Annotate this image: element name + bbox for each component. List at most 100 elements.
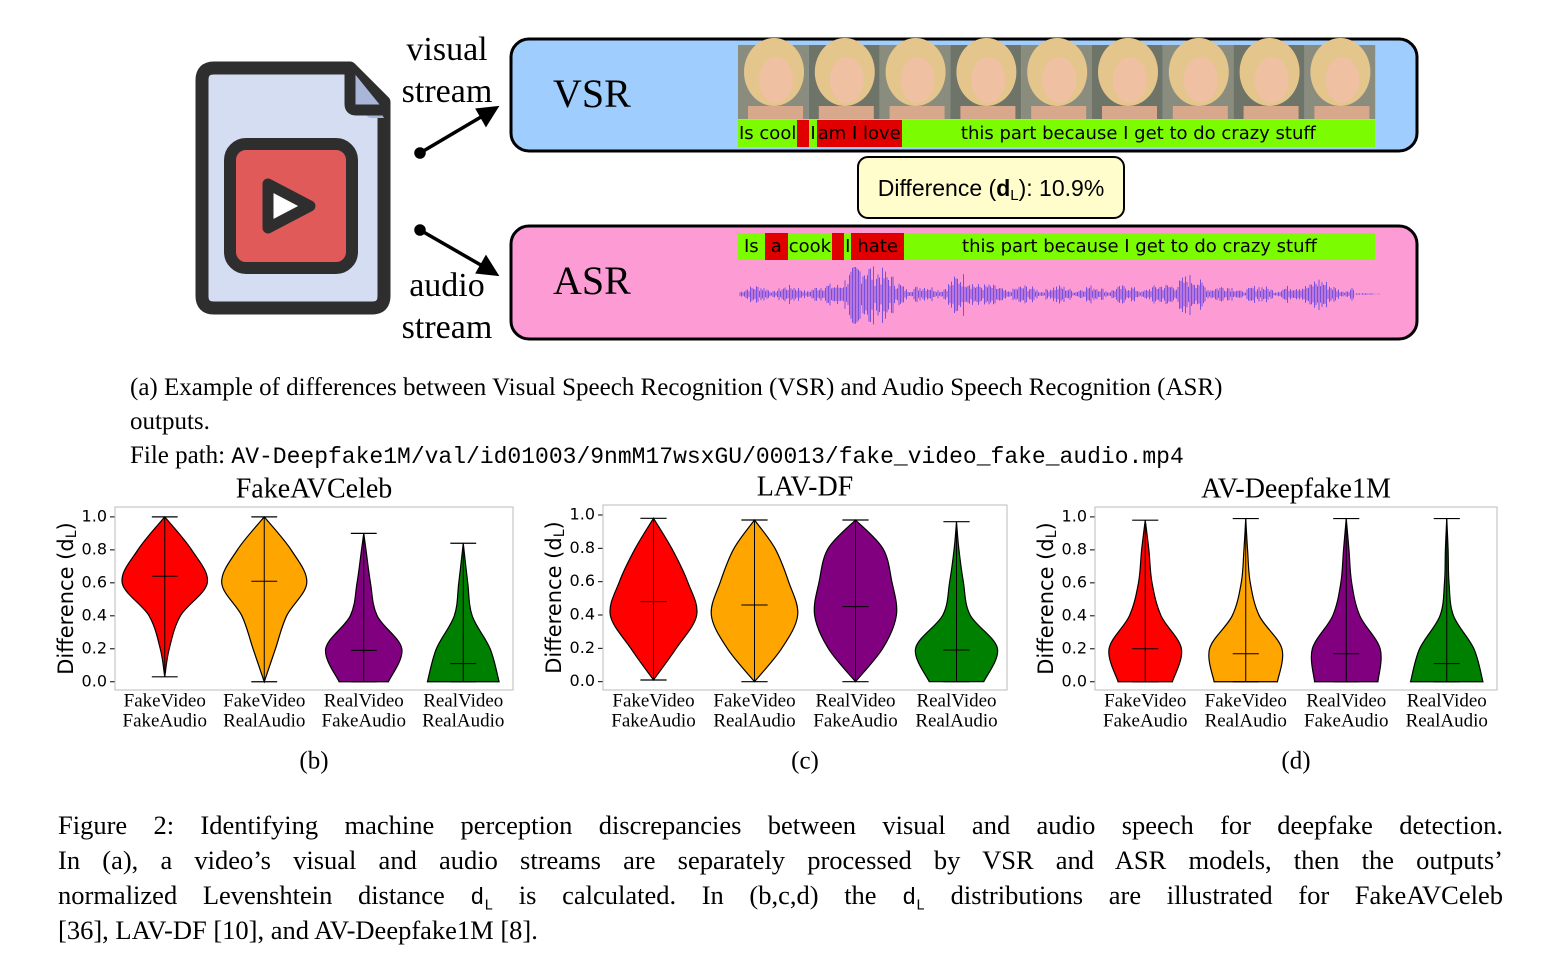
caption-line: In (a), a video’s visual and audio strea…: [58, 845, 1503, 876]
shoulder: [1172, 106, 1228, 119]
segment: a: [764, 233, 788, 260]
chart-title: FakeAVCeleb: [236, 473, 393, 504]
text: Difference (: [542, 551, 566, 674]
vsr-label: VSR: [553, 71, 631, 116]
asr-label: ASR: [553, 258, 631, 303]
face: [829, 57, 864, 103]
text: Difference (: [1034, 552, 1058, 675]
shoulder: [1314, 106, 1370, 119]
subscript: L: [1044, 530, 1060, 538]
audio-stream-label: audio: [409, 267, 485, 304]
x-tick-label: RealAudio: [915, 710, 997, 731]
segment: I: [844, 233, 852, 260]
text: ): 10.9%: [1019, 175, 1105, 201]
y-tick-label: 0.8: [570, 538, 595, 557]
symbol: d: [902, 885, 917, 911]
segment: Is: [738, 233, 765, 260]
x-tick-label: FakeVideo: [1205, 690, 1287, 711]
x-tick-label: RealVideo: [815, 690, 895, 711]
y-tick-label: 0.2: [82, 638, 107, 657]
y-tick-label: 0.6: [1062, 572, 1087, 591]
gap: [832, 233, 845, 260]
file-path-line: File path: AV-Deepfake1M/val/id01003/9nm…: [130, 442, 1184, 470]
chart-title: LAV-DF: [757, 471, 853, 502]
x-tick-label: FakeVideo: [713, 690, 795, 711]
face: [1042, 57, 1077, 103]
segment: this part because I get to do crazy stuf…: [901, 120, 1375, 147]
face: [759, 57, 793, 103]
x-tick-label: RealVideo: [1306, 690, 1386, 711]
face: [1325, 57, 1360, 103]
file-path: AV-Deepfake1M/val/id01003/9nmM17wsxGU/00…: [231, 444, 1184, 470]
face: [1254, 57, 1289, 103]
difference-text: Difference (dL): 10.9%: [878, 175, 1105, 204]
text: Difference (: [878, 175, 997, 201]
asr-transcript: Is a cook I hate this part because I get…: [738, 233, 1375, 260]
visual-stream-label: stream: [402, 73, 493, 110]
segment: am I love: [816, 120, 902, 147]
visual-stream-label: visual: [406, 31, 487, 68]
y-tick-label: 0.6: [82, 572, 107, 591]
x-tick-label: FakeAudio: [1103, 710, 1187, 731]
x-tick-label: FakeVideo: [223, 690, 305, 711]
y-tick-label: 0.8: [1062, 539, 1087, 558]
y-tick-label: 1.0: [82, 506, 107, 525]
x-tick-label: FakeVideo: [124, 690, 206, 711]
symbol: d: [542, 537, 566, 550]
audio-waveform: [739, 266, 1380, 325]
shoulder: [818, 106, 874, 119]
segment: I: [809, 120, 817, 147]
y-axis-label: Difference (dL): [54, 522, 80, 675]
caption-line: [36], LAV-DF [10], and AV-Deepfake1M [8]…: [58, 915, 1503, 946]
x-tick-label: RealAudio: [223, 710, 305, 731]
x-tick-label: RealAudio: [1406, 710, 1488, 731]
gap: [797, 120, 810, 147]
x-tick-label: RealVideo: [916, 690, 996, 711]
y-tick-label: 0.4: [82, 605, 107, 624]
face: [900, 57, 935, 103]
difference-box: [857, 156, 1125, 219]
chart-title: AV-Deepfake1M: [1201, 473, 1391, 504]
y-axis-label: Difference (dL): [1034, 522, 1060, 675]
x-tick-label: RealAudio: [1205, 710, 1287, 731]
y-tick-label: 0.4: [570, 605, 595, 624]
subfigure-label: (b): [299, 748, 328, 775]
y-tick-label: 1.0: [1062, 506, 1087, 525]
x-tick-label: FakeAudio: [123, 710, 207, 731]
math: dL: [902, 885, 925, 915]
plot-frame: [114, 506, 514, 691]
shoulder: [960, 106, 1016, 119]
symbol: d: [996, 175, 1010, 201]
plot-frame: [1094, 506, 1498, 691]
text: Difference (: [54, 552, 78, 675]
subscript: L: [1010, 187, 1018, 204]
face: [1183, 57, 1218, 103]
plot-frame: [602, 504, 1008, 691]
file-path-label: File path:: [130, 442, 226, 469]
x-tick-label: RealVideo: [324, 690, 404, 711]
shoulder: [748, 106, 803, 119]
video-frames: [738, 38, 1376, 119]
x-tick-label: FakeAudio: [611, 710, 695, 731]
text: distributions are illustrated for FakeAV…: [924, 880, 1503, 910]
segment: this part because I get to do crazy stuf…: [903, 233, 1375, 260]
y-tick-label: 0.8: [82, 539, 107, 558]
text: ): [1034, 522, 1058, 530]
arrows: [414, 105, 500, 277]
caption-a: (a) Example of differences between Visua…: [130, 374, 1223, 401]
shoulder: [1031, 106, 1087, 119]
y-tick-label: 0.0: [82, 671, 107, 690]
subfigure-label: (d): [1281, 748, 1310, 775]
y-tick-label: 1.0: [570, 505, 595, 524]
x-tick-label: FakeVideo: [1104, 690, 1186, 711]
y-tick-label: 0.6: [570, 571, 595, 590]
caption-a: outputs.: [130, 408, 210, 435]
caption-line: normalized Levenshtein distance dL is ca…: [58, 880, 1503, 915]
y-axis-label: Difference (dL): [542, 521, 568, 674]
symbol: d: [54, 538, 78, 551]
vsr-transcript: Is cool I am I love this part because I …: [738, 120, 1375, 147]
x-tick-label: FakeAudio: [1304, 710, 1388, 731]
y-tick-label: 0.4: [1062, 605, 1087, 624]
face: [1113, 57, 1147, 103]
